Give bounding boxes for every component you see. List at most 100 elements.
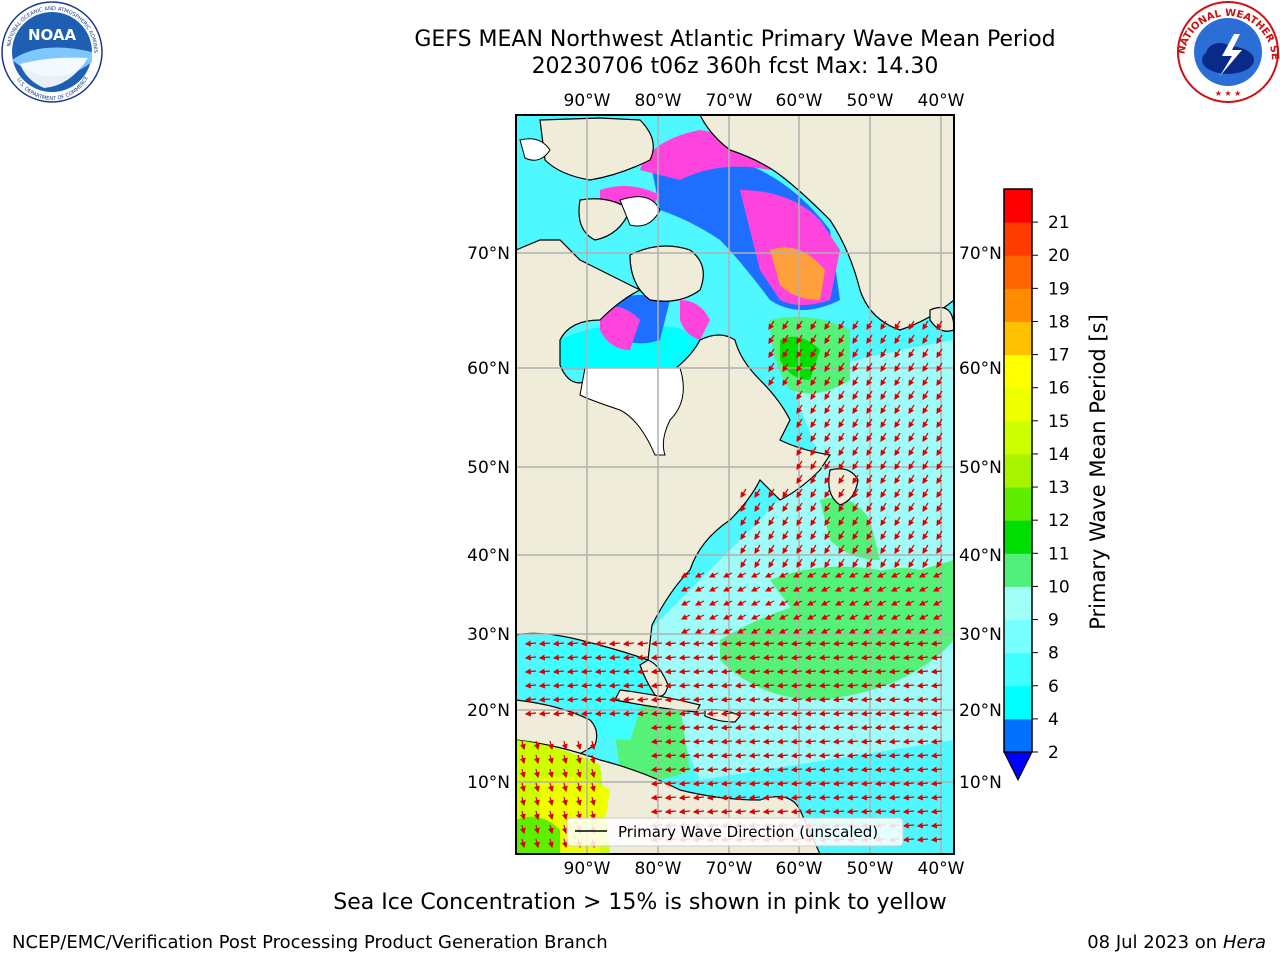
wave-arrow	[804, 654, 817, 661]
wave-arrow	[866, 516, 873, 527]
wave-arrow	[650, 808, 663, 815]
wave-arrow	[589, 740, 596, 751]
lon-label: 70°W	[706, 859, 753, 879]
legend-label: Primary Wave Direction (unscaled)	[618, 823, 878, 841]
wave-arrow	[622, 710, 635, 717]
wave-arrow	[650, 738, 663, 745]
wave-arrow	[922, 516, 929, 527]
wave-arrow	[552, 710, 565, 717]
wave-arrow	[622, 682, 635, 689]
wave-arrow	[566, 696, 579, 703]
svg-text:★ ★ ★: ★ ★ ★	[1215, 89, 1242, 98]
wave-arrow	[622, 654, 635, 661]
wave-arrow	[575, 796, 582, 807]
colorbar-tick-label: 4	[1048, 710, 1059, 730]
wave-arrow	[608, 682, 621, 689]
wave-arrow	[533, 754, 540, 765]
wave-arrow	[810, 502, 817, 513]
wave-arrow	[796, 334, 803, 345]
wave-arrow	[916, 710, 929, 717]
wave-arrow	[734, 724, 747, 731]
wave-arrow	[838, 446, 845, 457]
wave-arrow	[806, 614, 817, 620]
wave-arrow	[720, 640, 733, 647]
wave-arrow	[754, 502, 761, 513]
wave-arrow	[894, 446, 901, 457]
wave-arrow	[680, 586, 691, 592]
wave-arrow	[810, 516, 817, 527]
wave-arrow	[796, 418, 803, 429]
wave-arrow	[575, 768, 582, 779]
wave-arrow	[818, 808, 831, 815]
wave-arrow	[782, 320, 789, 331]
wave-arrow	[720, 724, 733, 731]
wave-arrow	[782, 334, 789, 345]
wave-arrow	[519, 782, 526, 793]
wave-arrow	[880, 362, 887, 373]
wave-arrow	[790, 738, 803, 745]
colorbar-tick-label: 19	[1048, 279, 1070, 299]
wave-arrow	[862, 586, 873, 592]
wave-arrow	[768, 488, 775, 499]
wave-arrow	[734, 710, 747, 717]
colorbar-segment	[1004, 222, 1032, 256]
wave-arrow	[908, 530, 915, 541]
lat-label: 70°N	[467, 244, 510, 264]
wave-arrow	[888, 710, 901, 717]
wave-arrow	[754, 488, 761, 499]
wave-arrow	[852, 488, 859, 499]
wave-arrow	[519, 838, 526, 849]
wave-arrow	[722, 600, 733, 606]
wave-arrow	[874, 766, 887, 773]
wave-arrow	[740, 488, 747, 499]
wave-arrow	[866, 544, 873, 555]
wave-arrow	[706, 710, 719, 717]
wave-arrow	[852, 432, 859, 443]
wave-arrow	[796, 446, 803, 457]
wave-arrow	[810, 558, 817, 569]
wave-arrow	[694, 572, 705, 578]
wave-arrow	[908, 488, 915, 499]
colorbar-segment	[1004, 420, 1032, 455]
wave-arrow	[876, 614, 887, 620]
wave-arrow	[708, 600, 719, 606]
wave-arrow	[748, 752, 761, 759]
wave-arrow	[908, 362, 915, 373]
wave-arrow	[902, 696, 915, 703]
wave-arrow	[804, 668, 817, 675]
wave-arrow	[824, 348, 831, 359]
wave-arrow	[918, 572, 929, 578]
wave-arrow	[834, 586, 845, 592]
wave-arrow	[720, 682, 733, 689]
wave-arrow	[792, 628, 803, 634]
colorbar-tick-label: 8	[1048, 644, 1059, 664]
colorbar-tick-label: 11	[1048, 544, 1070, 564]
wave-arrow	[796, 376, 803, 387]
wave-arrow	[936, 376, 943, 387]
chart-title: GEFS MEAN Northwest Atlantic Primary Wav…	[414, 27, 1056, 52]
wave-arrow	[902, 822, 915, 829]
wave-arrow	[916, 724, 929, 731]
wave-arrow	[722, 572, 733, 578]
wave-arrow	[810, 376, 817, 387]
wave-arrow	[762, 654, 775, 661]
wave-arrow	[846, 738, 859, 745]
wave-arrow	[894, 474, 901, 485]
colorbar-tick-label: 21	[1048, 213, 1070, 233]
wave-arrow	[748, 794, 761, 801]
wave-arrow	[720, 654, 733, 661]
wave-arrow	[734, 752, 747, 759]
wave-arrow	[678, 752, 691, 759]
wave-arrow	[832, 724, 845, 731]
wave-arrow	[894, 390, 901, 401]
wave-arrow	[862, 600, 873, 606]
lat-labels-right: 70°N 60°N 50°N 40°N 30°N 20°N 10°N	[959, 244, 1002, 793]
wave-arrow	[734, 794, 747, 801]
wave-arrow	[888, 668, 901, 675]
wave-arrow	[930, 724, 943, 731]
wave-arrow	[922, 488, 929, 499]
wave-arrow	[824, 376, 831, 387]
wave-arrow	[762, 794, 775, 801]
wave-arrow	[608, 710, 621, 717]
wave-direction-arrows	[519, 320, 943, 849]
